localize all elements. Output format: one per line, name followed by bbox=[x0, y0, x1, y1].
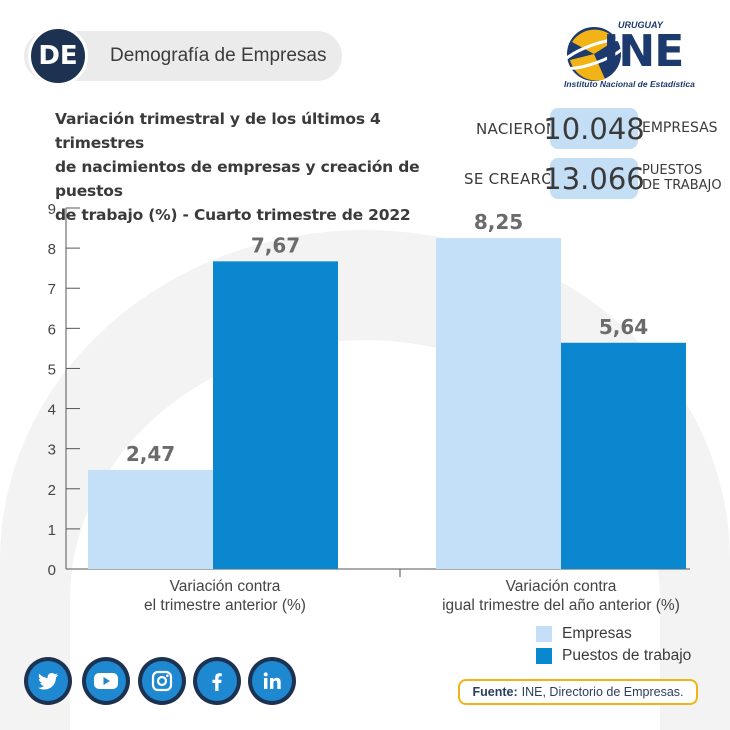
legend-label-empresas: Empresas bbox=[562, 625, 632, 642]
twitter-button[interactable] bbox=[24, 657, 72, 705]
stat-unit-line: PUESTOS bbox=[642, 163, 703, 178]
bar-value-label: 8,25 bbox=[474, 210, 523, 234]
legend-swatch-puestos bbox=[536, 648, 552, 664]
stat-unit-nacieron: EMPRESAS bbox=[642, 120, 718, 136]
x-category-label: igual trimestre del año anterior (%) bbox=[442, 597, 680, 614]
y-tick-label: 2 bbox=[48, 482, 56, 499]
ine-logo bbox=[560, 27, 628, 81]
bar-value-label: 2,47 bbox=[126, 442, 175, 466]
bar-puestos bbox=[561, 342, 686, 569]
stat-label-nacieron: NACIERON bbox=[476, 120, 558, 138]
stat-value-nacieron: 10.048 bbox=[543, 108, 645, 149]
logo-brand: INE bbox=[603, 26, 684, 77]
legend-item-empresas: Empresas bbox=[536, 625, 632, 643]
legend-label-puestos: Puestos de trabajo bbox=[562, 647, 692, 664]
bar-empresas bbox=[88, 469, 213, 569]
chart-title-line: de nacimientos de empresas y creación de… bbox=[55, 158, 420, 200]
y-tick-label: 5 bbox=[48, 361, 56, 378]
x-category-label: Variación contra bbox=[170, 578, 281, 595]
bar-value-label: 5,64 bbox=[599, 315, 648, 339]
chart-title-line: Variación trimestral y de los últimos 4 … bbox=[55, 110, 381, 152]
linkedin-icon bbox=[263, 672, 281, 689]
youtube-icon bbox=[94, 673, 118, 689]
stat-unit-se-crearon: PUESTOS DE TRABAJO bbox=[642, 163, 722, 193]
chart-title-line: de trabajo (%) - Cuarto trimestre de 202… bbox=[55, 206, 411, 224]
source-note: Fuente: INE, Directorio de Empresas. bbox=[458, 679, 698, 705]
source-text: INE, Directorio de Empresas. bbox=[521, 685, 684, 699]
x-category-label: Variación contra bbox=[506, 578, 617, 595]
y-tick-label: 1 bbox=[48, 522, 56, 539]
y-tick-label: 9 bbox=[48, 201, 56, 218]
x-category-label: el trimestre anterior (%) bbox=[144, 597, 306, 614]
y-tick-label: 0 bbox=[48, 562, 56, 579]
y-tick-label: 4 bbox=[48, 402, 56, 419]
section-badge: DE bbox=[28, 26, 88, 86]
logo-country: URUGUAY bbox=[618, 20, 663, 30]
stat-value-se-crearon: 13.066 bbox=[543, 158, 645, 199]
instagram-icon bbox=[151, 670, 173, 692]
section-title: Demografía de Empresas bbox=[110, 45, 327, 66]
y-tick-label: 8 bbox=[48, 241, 56, 258]
source-label: Fuente: bbox=[472, 685, 518, 699]
bar-puestos bbox=[213, 261, 338, 569]
y-tick-label: 3 bbox=[48, 442, 56, 459]
logo-subtitle: Instituto Nacional de Estadística bbox=[564, 79, 695, 89]
facebook-icon bbox=[212, 673, 222, 691]
bar-value-label: 7,67 bbox=[251, 233, 300, 257]
legend-swatch-empresas bbox=[536, 626, 552, 642]
y-tick-label: 6 bbox=[48, 321, 56, 338]
facebook-button[interactable] bbox=[193, 657, 241, 705]
instagram-button[interactable] bbox=[138, 657, 186, 705]
y-tick-label: 7 bbox=[48, 281, 56, 298]
bar-empresas bbox=[436, 238, 561, 570]
legend-item-puestos: Puestos de trabajo bbox=[536, 647, 691, 665]
youtube-button[interactable] bbox=[82, 657, 130, 705]
twitter-icon bbox=[38, 672, 58, 690]
chart-title: Variación trimestral y de los últimos 4 … bbox=[55, 107, 455, 227]
linkedin-button[interactable] bbox=[248, 657, 296, 705]
stat-label-se-crearon: SE CREARON bbox=[464, 170, 565, 188]
stat-unit-line: DE TRABAJO bbox=[642, 178, 722, 193]
